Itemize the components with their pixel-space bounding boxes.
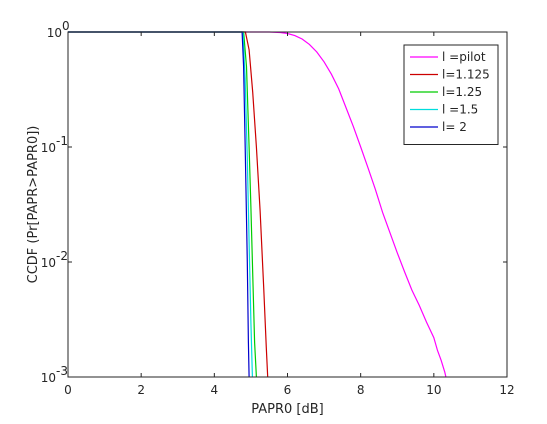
series-line-2 [68, 31, 257, 378]
y-tick-label: 10 [41, 371, 56, 385]
x-axis-label: PAPR0 [dB] [251, 402, 324, 417]
legend-label: l= 2 [442, 120, 467, 134]
legend-label: l=1.25 [442, 85, 482, 99]
y-tick-label: 10 [41, 141, 56, 155]
x-tick-label: 12 [499, 383, 514, 397]
x-tick-label: 2 [137, 383, 145, 397]
y-tick-label: 10 [47, 26, 62, 40]
legend-label: l =pilot [442, 50, 486, 64]
y-axis-label: CCDF (Pr[PAPR>PAPR0]) [26, 126, 41, 284]
series-line-0 [68, 31, 447, 378]
x-tick-label: 10 [426, 383, 441, 397]
legend-label: l =1.5 [442, 103, 478, 117]
y-tick-exponent: 0 [62, 19, 70, 33]
y-tick-label: 10 [41, 256, 56, 270]
x-tick-label: 8 [357, 383, 365, 397]
x-tick-label: 6 [284, 383, 292, 397]
legend: l =pilot l=1.125 l=1.25 l =1.5 l= 2 [403, 44, 499, 145]
y-tick-exponent: -2 [56, 249, 68, 263]
x-tick-label: 4 [211, 383, 219, 397]
x-tick-label: 0 [64, 383, 72, 397]
legend-label: l=1.125 [442, 68, 490, 82]
series-line-1 [68, 31, 269, 378]
y-tick-exponent: -3 [56, 364, 68, 378]
legend-box [403, 44, 499, 145]
y-tick-exponent: -1 [56, 134, 68, 148]
